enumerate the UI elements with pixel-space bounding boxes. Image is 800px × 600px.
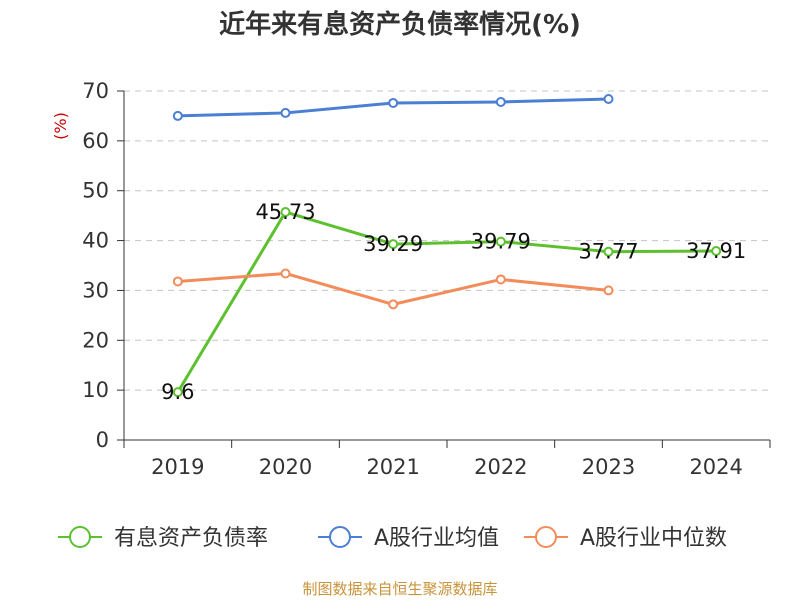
data-point[interactable] bbox=[603, 285, 614, 296]
data-point[interactable] bbox=[495, 236, 506, 247]
data-point[interactable] bbox=[495, 274, 506, 285]
x-tick-label: 2019 bbox=[151, 455, 204, 479]
x-tick-label: 2021 bbox=[366, 455, 419, 479]
legend-marker bbox=[69, 526, 91, 548]
y-tick-label: 10 bbox=[82, 378, 109, 402]
data-point[interactable] bbox=[280, 268, 291, 279]
data-point[interactable] bbox=[172, 387, 183, 398]
x-tick-label: 2022 bbox=[474, 455, 527, 479]
data-label: 37.91 bbox=[686, 239, 746, 263]
data-label: 39.79 bbox=[471, 230, 531, 254]
data-point[interactable] bbox=[388, 97, 399, 108]
y-tick-label: 40 bbox=[82, 229, 109, 253]
source-note: 制图数据来自恒生聚源数据库 bbox=[302, 580, 497, 598]
legend-item-2[interactable]: A股行业中位数 bbox=[524, 526, 727, 551]
data-point[interactable] bbox=[280, 207, 291, 218]
legend-label: 有息资产负债率 bbox=[114, 526, 268, 551]
y-tick-label: 70 bbox=[82, 79, 109, 103]
y-tick-label: 50 bbox=[82, 179, 109, 203]
data-label: 37.77 bbox=[578, 240, 638, 264]
x-tick-label: 2023 bbox=[582, 455, 635, 479]
data-point[interactable] bbox=[172, 110, 183, 121]
axes: 0 10 20 30 40 50 60 70 2019 2020 2021 2022 2023 2024 bbox=[82, 79, 771, 479]
legend-marker bbox=[535, 526, 557, 548]
grid-lines bbox=[124, 90, 770, 391]
data-label: 45.73 bbox=[255, 200, 315, 224]
data-point[interactable] bbox=[172, 276, 183, 287]
data-point[interactable] bbox=[388, 239, 399, 250]
data-point[interactable] bbox=[495, 96, 506, 107]
data-point[interactable] bbox=[388, 299, 399, 310]
x-tick-label: 2024 bbox=[689, 455, 742, 479]
data-label: 39.29 bbox=[363, 232, 423, 256]
chart-title: 近年来有息资产负债率情况(%) bbox=[219, 9, 581, 40]
y-tick-label: 30 bbox=[82, 278, 109, 302]
data-point[interactable] bbox=[280, 107, 291, 118]
legend[interactable]: 有息资产负债率 A股行业均值 A股行业中位数 bbox=[58, 526, 727, 551]
x-tick-label: 2020 bbox=[259, 455, 312, 479]
legend-marker bbox=[329, 526, 351, 548]
y-axis-label: (%) bbox=[51, 112, 70, 140]
series-line-0 bbox=[176, 210, 717, 393]
legend-label: A股行业中位数 bbox=[580, 526, 727, 551]
data-label: 9.6 bbox=[161, 380, 194, 404]
y-tick-label: 20 bbox=[82, 328, 109, 352]
data-point[interactable] bbox=[603, 93, 614, 104]
data-labels: 9.6 45.73 39.29 39.79 37.77 37.91 bbox=[161, 200, 746, 404]
series-lines bbox=[172, 93, 722, 398]
y-tick-label: 60 bbox=[82, 129, 109, 153]
legend-item-0[interactable]: 有息资产负债率 bbox=[58, 526, 268, 551]
data-point[interactable] bbox=[603, 246, 614, 257]
legend-item-1[interactable]: A股行业均值 bbox=[318, 526, 499, 551]
y-tick-label: 0 bbox=[96, 428, 109, 452]
legend-label: A股行业均值 bbox=[374, 526, 499, 551]
data-point[interactable] bbox=[711, 245, 722, 256]
